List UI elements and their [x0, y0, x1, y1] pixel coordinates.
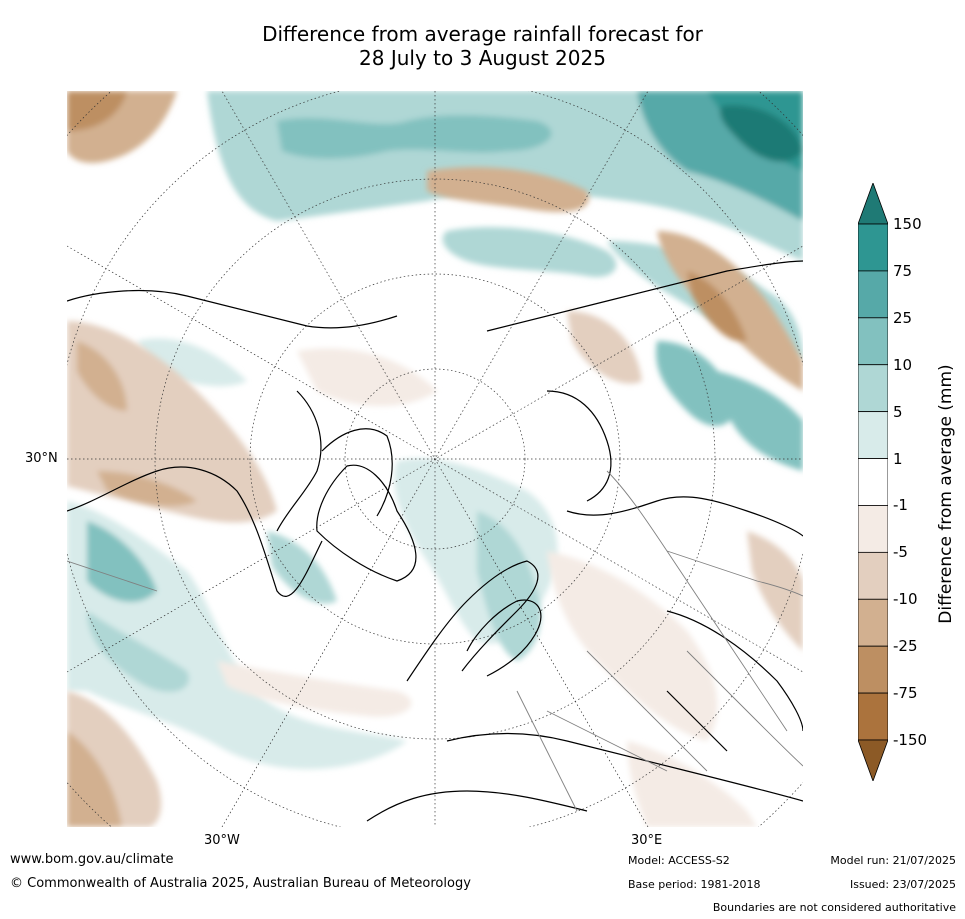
map-title: Difference from average rainfall forecas… — [0, 22, 965, 70]
colorbar-segment — [858, 551, 888, 600]
colorbar-arrow-bottom — [858, 739, 888, 781]
lon-label-30e: 30°E — [631, 833, 663, 848]
colorbar-segment — [858, 411, 888, 459]
colorbar-tick-label: -150 — [893, 731, 928, 749]
graticule — [67, 91, 803, 827]
colorbar-segment — [858, 458, 888, 506]
colorbar-tick-label: 25 — [893, 308, 913, 327]
coastlines — [67, 260, 803, 822]
colorbar-tick-label: 150 — [893, 215, 922, 233]
base-period: Base period: 1981-2018 — [628, 878, 761, 891]
colorbar-arrow-top — [858, 183, 888, 225]
colorbar-tick-label: -1 — [893, 496, 908, 515]
colorbar-tick-label: 5 — [893, 402, 903, 421]
colorbar-segment — [858, 645, 888, 694]
colorbar-tick-label: -10 — [893, 590, 918, 609]
copyright-notice: © Commonwealth of Australia 2025, Austra… — [10, 876, 471, 891]
colorbar-segment — [858, 598, 888, 647]
colorbar-segment — [858, 364, 888, 413]
issued-date: Issued: 23/07/2025 — [849, 878, 956, 891]
website-link[interactable]: www.bom.gov.au/climate — [10, 852, 174, 867]
country-borders — [67, 470, 803, 812]
colorbar-tick-label: 1 — [893, 449, 903, 468]
colorbar-tick-label: 10 — [893, 355, 913, 374]
lon-label-30w: 30°W — [204, 833, 240, 848]
colorbar-tick-label: 75 — [893, 261, 913, 280]
colorbar-tick-label: -25 — [893, 637, 918, 656]
boundaries-disclaimer: Boundaries are not considered authoritat… — [712, 901, 956, 914]
model-name: Model: ACCESS-S2 — [628, 854, 730, 867]
colorbar-segment — [858, 317, 888, 366]
colorbar — [858, 183, 888, 781]
colorbar-segment — [858, 505, 888, 553]
rainfall-anomaly-map — [67, 91, 803, 827]
title-line-2: 28 July to 3 August 2025 — [359, 46, 606, 70]
colorbar-segment — [858, 223, 888, 272]
lat-label-30n: 30°N — [25, 451, 58, 466]
colorbar-segment — [858, 692, 888, 741]
dry-anomaly-regions — [67, 91, 803, 827]
colorbar-tick-label: -75 — [893, 684, 918, 703]
title-line-1: Difference from average rainfall forecas… — [262, 22, 703, 46]
colorbar-title: Difference from average (mm) — [936, 364, 956, 624]
colorbar-segment — [858, 270, 888, 319]
model-run-date: Model run: 21/07/2025 — [830, 854, 956, 867]
colorbar-tick-label: -5 — [893, 543, 908, 562]
